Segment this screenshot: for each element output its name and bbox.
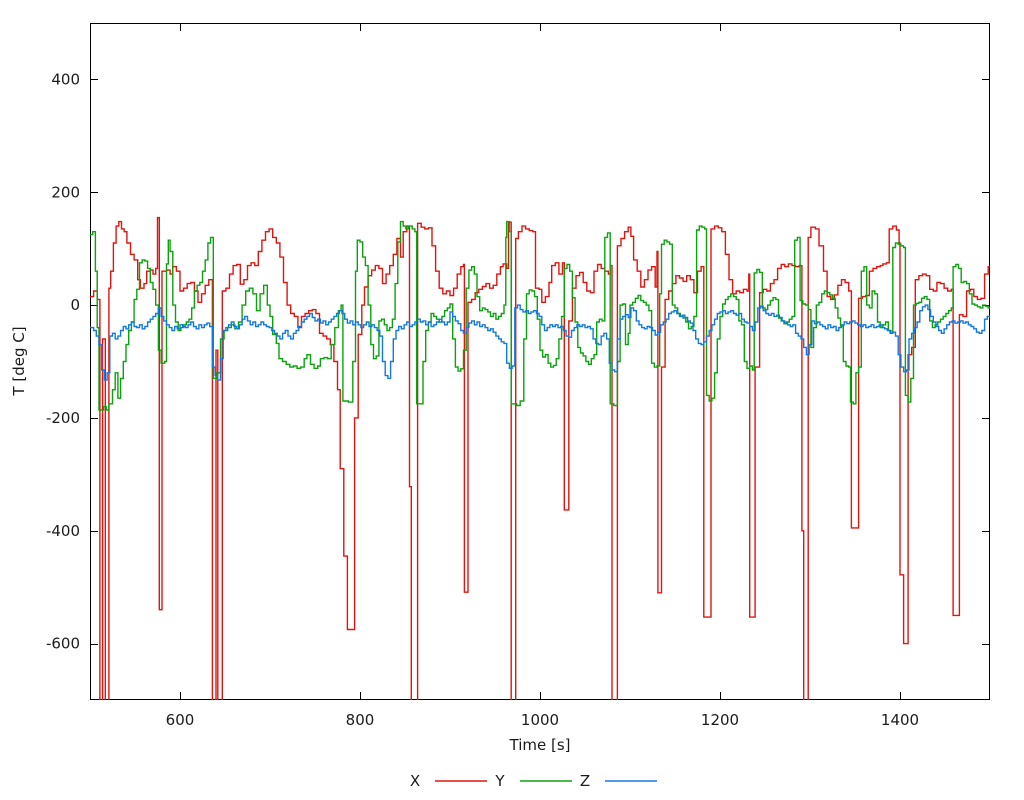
x-axis-title: Time [s] <box>509 736 571 754</box>
plot-area <box>90 23 990 700</box>
y-tick-label: -200 <box>46 409 80 427</box>
series-x-line <box>90 216 990 700</box>
series-lines <box>90 216 990 700</box>
y-tick-label: 0 <box>70 296 80 314</box>
x-tick-label: 1200 <box>701 711 739 729</box>
y-tick-label: 200 <box>51 183 80 201</box>
x-tick-label: 600 <box>166 711 195 729</box>
axis-ticks <box>90 23 990 700</box>
y-axis-title: T [deg C] <box>10 326 28 396</box>
axis-tick-labels: 600 800 1000 1200 1400 -600 -400 -200 0 200 400 <box>46 70 919 729</box>
series-y-line <box>90 220 990 411</box>
x-tick-label: 1400 <box>881 711 919 729</box>
legend-item-x: X <box>410 772 487 790</box>
y-tick-label: -600 <box>46 635 80 653</box>
x-tick-label: 800 <box>346 711 375 729</box>
legend: X Y Z <box>410 772 657 790</box>
legend-item-z: Z <box>580 772 657 790</box>
legend-label-y: Y <box>494 772 505 790</box>
legend-label-z: Z <box>580 772 590 790</box>
y-tick-label: -400 <box>46 522 80 540</box>
x-tick-label: 1000 <box>521 711 559 729</box>
y-tick-label: 400 <box>51 70 80 88</box>
legend-item-y: Y <box>494 772 572 790</box>
series-z-line <box>90 304 990 381</box>
legend-label-x: X <box>410 772 420 790</box>
